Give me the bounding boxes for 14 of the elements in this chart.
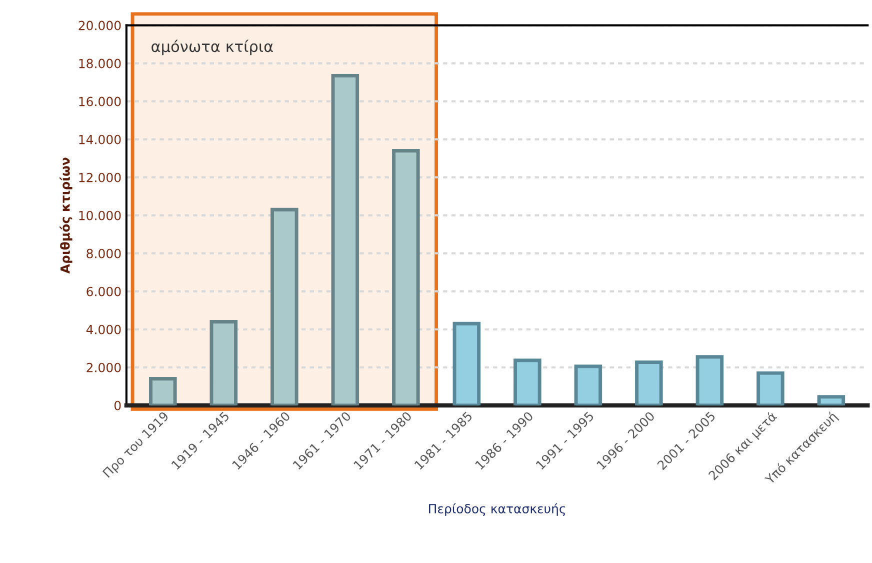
y-tick-label: 4.000 bbox=[86, 324, 121, 334]
y-tick-label: 8.000 bbox=[86, 248, 121, 258]
y-tick-label: 10.000 bbox=[79, 210, 121, 220]
y-tick-label: 20.000 bbox=[78, 20, 121, 30]
y-tick-label: 0 bbox=[114, 400, 121, 410]
y-tick-label: 2.000 bbox=[86, 362, 121, 372]
y-tick-label: 14.000 bbox=[79, 134, 121, 144]
y-tick-label: 16.000 bbox=[79, 96, 121, 106]
band-label: αμόνωτα κτίρια bbox=[152, 40, 273, 56]
y-axis-title: Αριθμός κτιρίων bbox=[60, 158, 72, 274]
y-tick-label: 12.000 bbox=[79, 172, 121, 182]
y-tick-label: 6.000 bbox=[86, 286, 121, 296]
x-axis-title: Περίοδος κατασκευής bbox=[429, 503, 566, 516]
y-tick-label: 18.000 bbox=[79, 58, 121, 68]
